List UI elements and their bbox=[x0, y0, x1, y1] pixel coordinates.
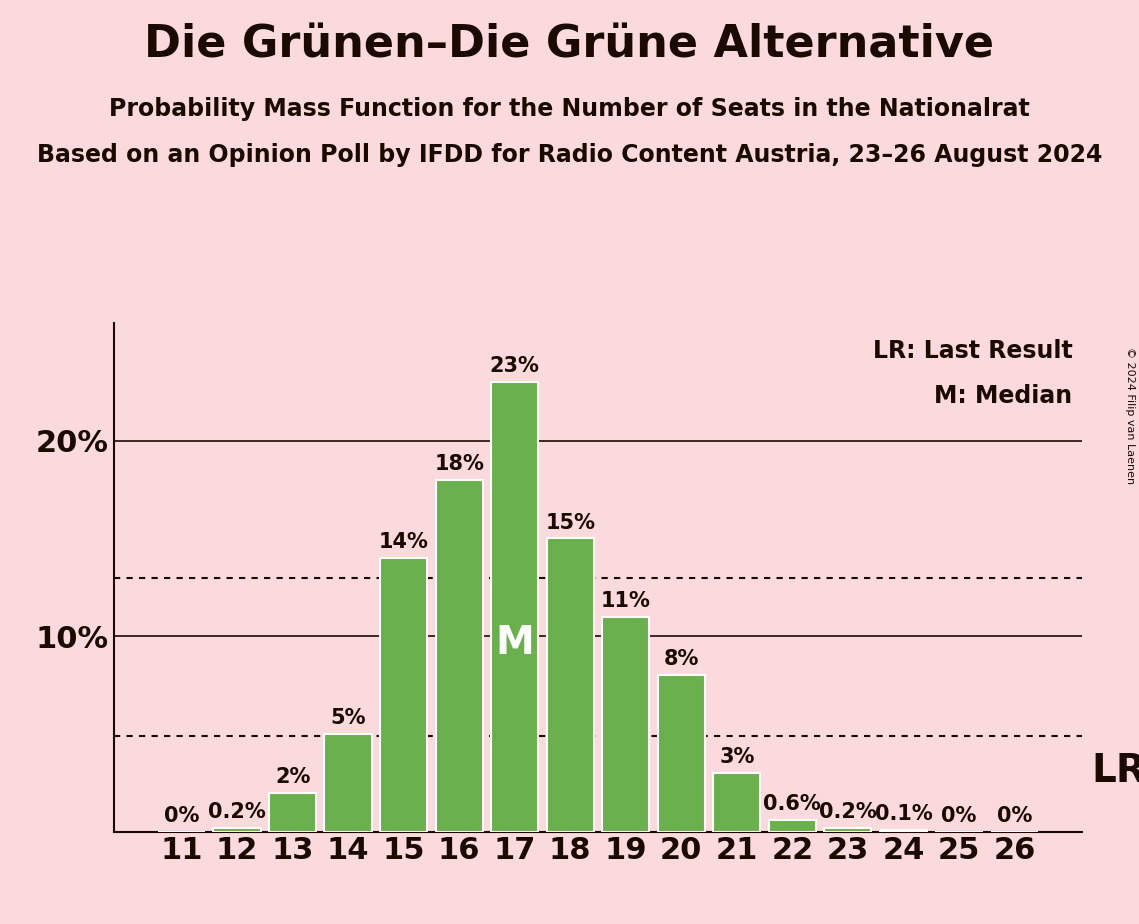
Text: 2%: 2% bbox=[274, 767, 310, 786]
Text: M: Median: M: Median bbox=[934, 384, 1073, 408]
Text: 0%: 0% bbox=[997, 806, 1032, 826]
Text: 0%: 0% bbox=[941, 806, 976, 826]
Text: © 2024 Filip van Laenen: © 2024 Filip van Laenen bbox=[1125, 347, 1134, 484]
Text: 0.2%: 0.2% bbox=[208, 802, 265, 821]
Bar bbox=[435, 480, 483, 832]
Text: Based on an Opinion Poll by IFDD for Radio Content Austria, 23–26 August 2024: Based on an Opinion Poll by IFDD for Rad… bbox=[36, 143, 1103, 167]
Text: 0.2%: 0.2% bbox=[819, 802, 877, 821]
Bar bbox=[547, 539, 593, 832]
Text: 5%: 5% bbox=[330, 708, 366, 728]
Text: 23%: 23% bbox=[490, 356, 540, 376]
Text: 0.1%: 0.1% bbox=[875, 804, 932, 824]
Text: 0%: 0% bbox=[164, 806, 199, 826]
Bar bbox=[825, 828, 871, 832]
Text: Probability Mass Function for the Number of Seats in the Nationalrat: Probability Mass Function for the Number… bbox=[109, 97, 1030, 121]
Text: 18%: 18% bbox=[434, 454, 484, 474]
Text: 0.6%: 0.6% bbox=[763, 794, 821, 814]
Bar bbox=[603, 616, 649, 832]
Bar bbox=[213, 828, 261, 832]
Bar bbox=[380, 558, 427, 832]
Text: LR: LR bbox=[1092, 751, 1139, 790]
Bar bbox=[879, 830, 927, 832]
Bar bbox=[325, 734, 371, 832]
Bar bbox=[657, 675, 705, 832]
Bar bbox=[269, 793, 317, 832]
Bar bbox=[491, 382, 539, 832]
Text: 8%: 8% bbox=[664, 650, 699, 669]
Text: 11%: 11% bbox=[600, 590, 650, 611]
Text: 3%: 3% bbox=[719, 748, 754, 767]
Bar bbox=[713, 773, 761, 832]
Text: Die Grünen–Die Grüne Alternative: Die Grünen–Die Grüne Alternative bbox=[145, 23, 994, 67]
Bar bbox=[769, 820, 816, 832]
Text: 15%: 15% bbox=[546, 513, 596, 532]
Text: 14%: 14% bbox=[378, 532, 428, 552]
Text: M: M bbox=[495, 624, 534, 662]
Text: LR: Last Result: LR: Last Result bbox=[872, 338, 1073, 362]
